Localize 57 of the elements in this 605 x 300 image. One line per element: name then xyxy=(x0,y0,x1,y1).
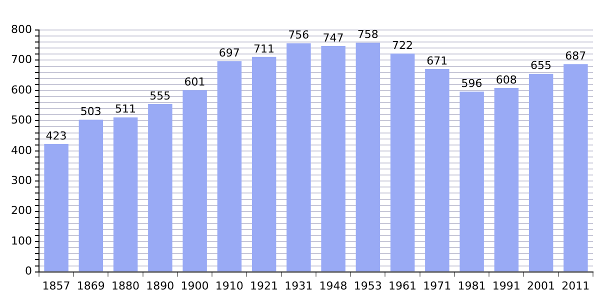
bar xyxy=(564,64,588,272)
x-tick-label: 1921 xyxy=(250,279,278,292)
bar xyxy=(286,43,311,272)
data-label: 655 xyxy=(530,59,552,72)
x-tick-label: 2011 xyxy=(562,279,590,292)
x-tick-label: 1890 xyxy=(146,279,174,292)
bar xyxy=(321,46,346,272)
x-tick-label: 1953 xyxy=(354,279,382,292)
y-tick-label: 700 xyxy=(10,53,32,66)
x-tick-label: 1991 xyxy=(492,279,520,292)
bar xyxy=(78,120,104,272)
data-label: 722 xyxy=(392,38,414,52)
x-tick-label: 1910 xyxy=(215,279,244,292)
y-tick-label: 0 xyxy=(24,264,32,278)
x-tick-label: 1880 xyxy=(112,279,140,292)
bar xyxy=(494,88,519,272)
data-label: 711 xyxy=(254,42,275,56)
y-tick-label: 200 xyxy=(10,204,32,218)
x-tick-label: 1869 xyxy=(76,279,105,292)
y-tick-label: 800 xyxy=(10,22,32,36)
x-tick-label: 1948 xyxy=(319,279,348,292)
data-label: 756 xyxy=(288,28,310,42)
bar xyxy=(528,74,554,272)
data-label: 555 xyxy=(150,89,171,102)
x-tick-label: 1961 xyxy=(388,279,417,292)
bar xyxy=(390,54,415,272)
y-tick-label: 100 xyxy=(10,234,32,248)
x-tick-label: 1981 xyxy=(458,279,486,292)
x-tick-label: 1857 xyxy=(42,279,70,292)
data-label: 671 xyxy=(426,54,448,68)
data-label: 601 xyxy=(184,76,206,89)
x-tick-label: 1971 xyxy=(423,279,452,292)
data-label: 697 xyxy=(218,46,240,60)
y-tick-label: 600 xyxy=(10,83,32,96)
data-label: 758 xyxy=(357,28,378,42)
bar xyxy=(217,61,242,272)
bar xyxy=(252,56,276,272)
x-tick-label: 2001 xyxy=(527,279,556,292)
y-tick-label: 300 xyxy=(10,174,32,187)
bar xyxy=(148,104,172,272)
bar xyxy=(356,42,380,272)
bar xyxy=(425,68,450,272)
data-label: 423 xyxy=(46,129,67,142)
x-tick-label: 1931 xyxy=(284,279,313,292)
data-label: 608 xyxy=(496,73,517,86)
data-label: 747 xyxy=(322,31,344,44)
data-label: 596 xyxy=(461,77,482,90)
y-tick-label: 400 xyxy=(10,144,32,157)
bar xyxy=(113,117,138,272)
data-label: 687 xyxy=(565,50,586,63)
bar xyxy=(460,92,484,272)
bar xyxy=(182,90,207,272)
y-tick-label: 500 xyxy=(10,114,32,127)
bar xyxy=(44,144,68,272)
x-tick-label: 1900 xyxy=(180,279,209,292)
data-label: 511 xyxy=(115,102,136,116)
data-label: 503 xyxy=(80,105,102,118)
